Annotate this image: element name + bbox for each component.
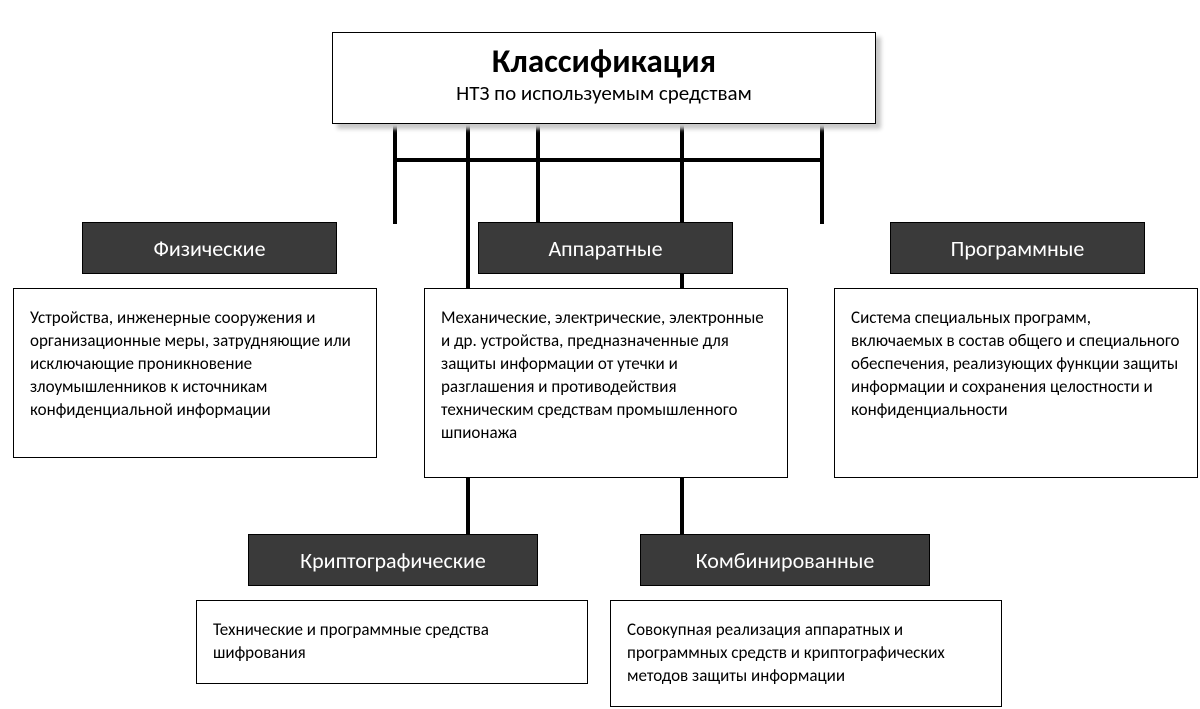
category-body-crypto: Технические и программные средства шифро… xyxy=(196,600,588,684)
category-body-software: Система специальных программ, включаемых… xyxy=(834,288,1198,478)
category-header-combined: Комбинированные xyxy=(640,534,930,586)
root-title: Классификация xyxy=(373,43,835,79)
root-node: Классификация НТЗ по используемым средст… xyxy=(332,32,876,124)
category-header-software: Программные xyxy=(890,222,1145,274)
category-body-hardware: Механические, электрические, элект­ронны… xyxy=(424,288,788,478)
category-body-combined: Совокупная реализация аппаратных и прогр… xyxy=(610,600,1002,707)
category-header-hardware: Аппаратные xyxy=(478,222,733,274)
category-header-crypto: Криптографические xyxy=(248,534,538,586)
category-header-physical: Физические xyxy=(82,222,337,274)
category-body-physical: Устройства, инженерные сооружения и орга… xyxy=(13,288,377,458)
root-subtitle: НТЗ по используемым средствам xyxy=(373,81,835,106)
